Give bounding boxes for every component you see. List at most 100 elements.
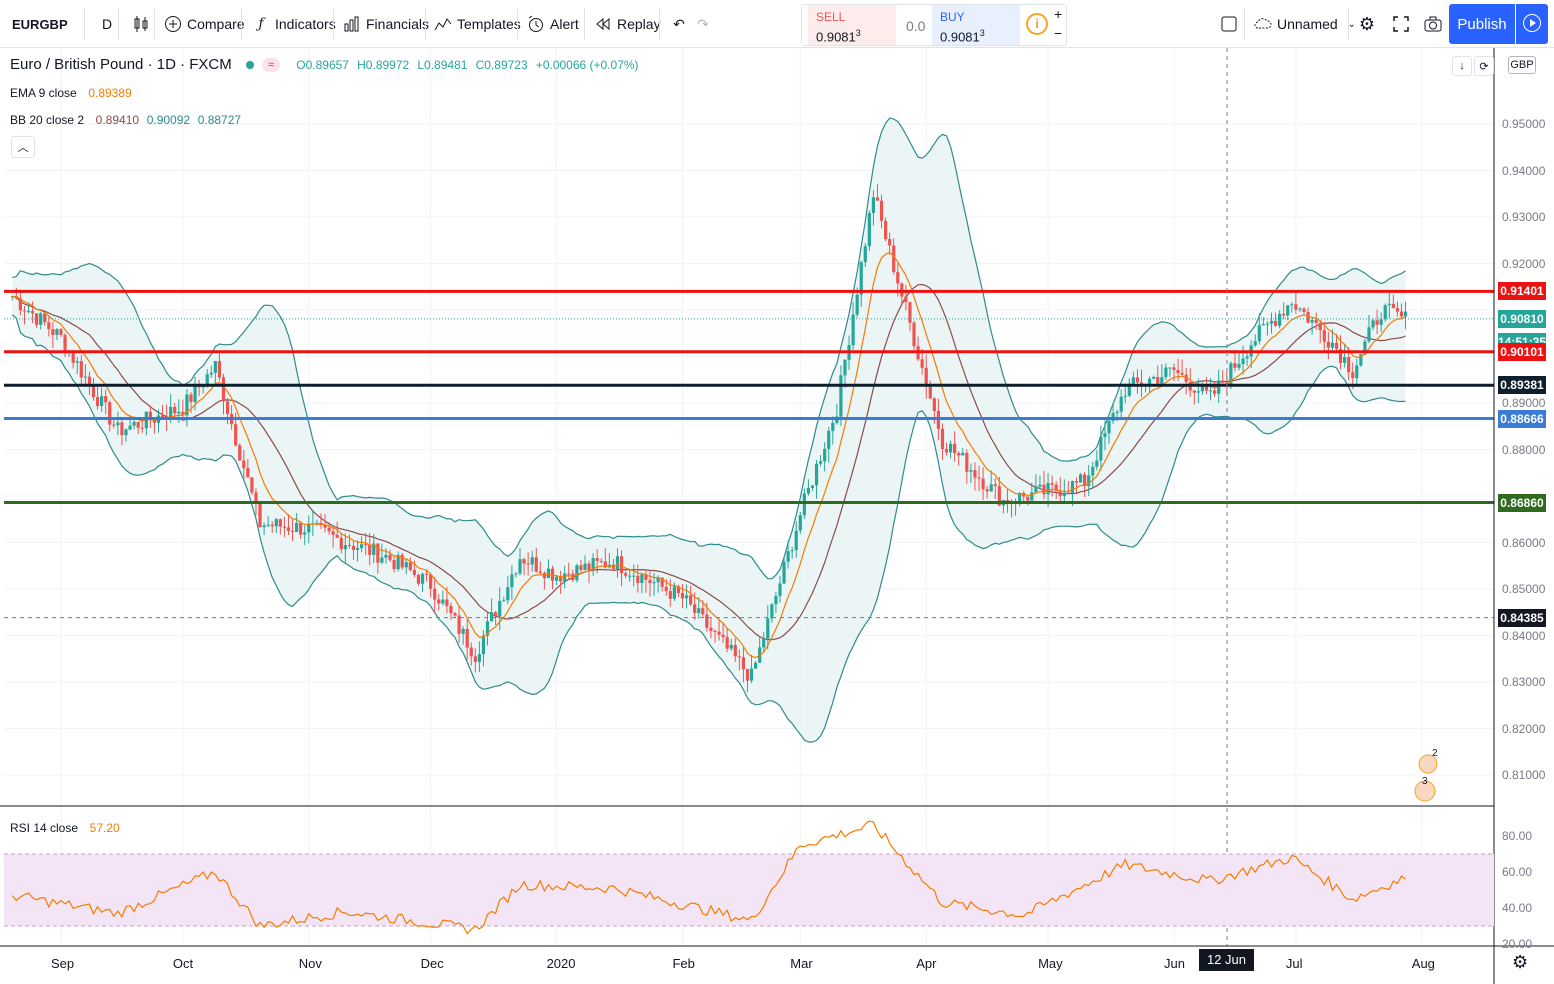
candle-body: [879, 200, 884, 221]
scale-settings-button[interactable]: ⚙: [1512, 952, 1532, 972]
rsi-legend[interactable]: RSI 14 close 57.20: [10, 820, 124, 835]
candle-body: [384, 554, 388, 558]
fullscreen-button[interactable]: [1386, 0, 1416, 48]
candle-body: [1359, 354, 1363, 366]
quantity-decrease-button[interactable]: −: [1054, 25, 1063, 41]
candle-body: [1253, 341, 1257, 346]
candle-body: [859, 262, 863, 295]
candle-body: [1176, 369, 1180, 374]
info-icon[interactable]: i: [1026, 13, 1048, 35]
candle-body: [213, 360, 217, 373]
candle-body: [697, 608, 701, 614]
candle-body: [644, 574, 648, 580]
candle-body: [22, 310, 27, 312]
indicators-button[interactable]: ƒ Indicators: [246, 0, 342, 48]
alert-button[interactable]: Alert: [521, 0, 585, 48]
publish-options-button[interactable]: [1516, 4, 1548, 44]
candle-body: [225, 401, 230, 415]
candle-body: [855, 294, 859, 315]
candle-body: [1038, 484, 1042, 487]
ema-legend[interactable]: EMA 9 close 0.89389: [10, 85, 136, 100]
candle-body: [238, 445, 242, 461]
candle-body: [100, 396, 104, 407]
compare-button[interactable]: Compare: [158, 0, 251, 48]
crosshair-time-label: 12 Jun '20: [1199, 949, 1254, 984]
financials-button[interactable]: Financials: [337, 0, 435, 48]
templates-button[interactable]: Templates: [428, 0, 527, 48]
candle-body: [323, 525, 327, 528]
candle-body: [534, 557, 538, 572]
candle-body: [1330, 342, 1335, 348]
candle-body: [1399, 311, 1404, 317]
buy-price-pip: 3: [979, 28, 985, 38]
symbol-search[interactable]: EURGBP: [6, 0, 74, 48]
candle-body: [35, 313, 39, 325]
quantity-increase-button[interactable]: +: [1054, 6, 1063, 22]
sell-button[interactable]: SELL 0.90813: [808, 5, 896, 45]
rsi-axis-tick: 20.00: [1502, 937, 1533, 951]
event-count: 3: [1422, 776, 1428, 787]
candle-body: [307, 523, 311, 533]
candle-body: [1164, 367, 1168, 378]
camera-icon: [1424, 15, 1442, 33]
event-count: 2: [1432, 748, 1438, 759]
series-title[interactable]: Euro / British Pound · 1D · FXCM: [10, 56, 232, 73]
candle-body: [920, 359, 924, 368]
candle-body: [989, 484, 993, 492]
candle-body: [526, 563, 530, 565]
chart-area[interactable]: [0, 48, 1554, 984]
candle-body: [948, 443, 953, 453]
candle-body: [315, 522, 319, 524]
candle-body: [733, 644, 737, 657]
candle-body: [819, 461, 823, 464]
candle-body: [1078, 474, 1083, 483]
indicators-label: Indicators: [275, 16, 336, 32]
arrow-down-icon: ↓: [1459, 60, 1465, 72]
layout-menu[interactable]: Unnamed ⌄: [1248, 0, 1367, 48]
candle-body: [583, 563, 587, 570]
candle-body: [774, 595, 778, 605]
candle-body: [550, 568, 555, 581]
spread-value: 0.0: [906, 18, 926, 34]
replay-button[interactable]: Replay: [588, 0, 667, 48]
candle-body: [396, 554, 400, 570]
reset-scale-button[interactable]: ⟳: [1474, 56, 1494, 76]
candle-body: [810, 485, 815, 488]
rsi-line: [11, 820, 1406, 935]
candle-body: [1091, 466, 1095, 476]
undo-button[interactable]: ↶: [664, 0, 694, 48]
alarm-clock-icon: [527, 15, 545, 33]
refresh-icon: ⟳: [1479, 60, 1489, 73]
publish-button[interactable]: Publish: [1449, 4, 1515, 44]
chart-type-button[interactable]: [126, 0, 156, 48]
candle-body: [802, 493, 806, 516]
snapshot-button[interactable]: [1418, 0, 1448, 48]
candle-body: [806, 487, 811, 494]
candle-body: [1326, 341, 1330, 348]
toolbar-divider: [1348, 8, 1349, 40]
candle-body: [1310, 320, 1314, 323]
settings-button[interactable]: ⚙: [1352, 0, 1382, 48]
ema-value: 0.89389: [88, 86, 132, 100]
candle-body: [412, 570, 416, 575]
bb-legend[interactable]: BB 20 close 2 0.89410 0.90092 0.88727: [10, 112, 245, 127]
candle-body: [83, 376, 87, 378]
currency-badge[interactable]: GBP: [1508, 56, 1536, 74]
redo-button[interactable]: ↷: [688, 0, 718, 48]
candle-body: [514, 573, 518, 575]
buy-button[interactable]: BUY 0.90813: [932, 5, 1020, 45]
candle-body: [786, 551, 790, 562]
last-price: 0.90810: [1498, 309, 1546, 328]
time-axis-tick: Jul: [1285, 956, 1303, 971]
undo-icon: ↶: [673, 15, 685, 32]
candle-body: [104, 396, 108, 403]
collapse-legend-button[interactable]: ︿: [11, 136, 35, 158]
scroll-down-button[interactable]: ↓: [1452, 56, 1472, 76]
interval-button[interactable]: D: [96, 0, 118, 48]
play-circle-icon: [1522, 13, 1542, 36]
select-layout-checkbox[interactable]: [1214, 0, 1244, 48]
candle-body: [1395, 308, 1400, 312]
events-badge[interactable]: ≈: [262, 58, 281, 73]
candle-body: [299, 522, 303, 535]
bollinger-upper-line: [12, 117, 1406, 580]
